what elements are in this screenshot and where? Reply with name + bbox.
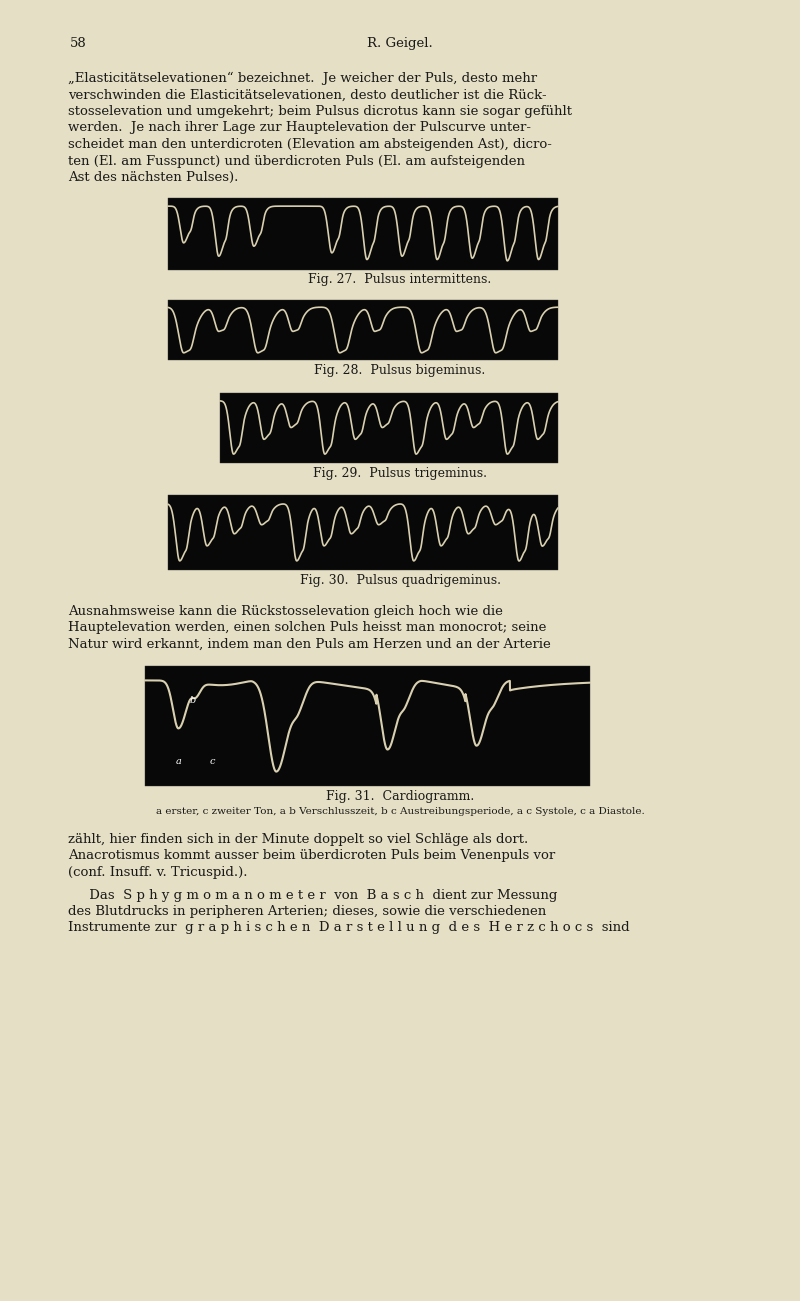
Text: b: b [190,696,196,705]
Text: ten (El. am Fusspunct) und überdicroten Puls (El. am aufsteigenden: ten (El. am Fusspunct) und überdicroten … [68,155,525,168]
Text: a: a [175,757,181,766]
Text: werden.  Je nach ihrer Lage zur Hauptelevation der Pulscurve unter-: werden. Je nach ihrer Lage zur Hauptelev… [68,121,531,134]
Text: Hauptelevation werden, einen solchen Puls heisst man monocrot; seine: Hauptelevation werden, einen solchen Pul… [68,621,546,634]
Text: scheidet man den unterdicroten (Elevation am absteigenden Ast), dicro-: scheidet man den unterdicroten (Elevatio… [68,138,552,151]
Bar [168,198,558,269]
Text: des Blutdrucks in peripheren Arterien; dieses, sowie die verschiedenen: des Blutdrucks in peripheren Arterien; d… [68,905,546,919]
Text: stosselevation und umgekehrt; beim Pulsus dicrotus kann sie sogar gefühlt: stosselevation und umgekehrt; beim Pulsu… [68,105,572,118]
Text: Fig. 31.  Cardiogramm.: Fig. 31. Cardiogramm. [326,790,474,803]
Text: Fig. 27.  Pulsus intermittens.: Fig. 27. Pulsus intermittens. [308,273,492,286]
Text: Fig. 29.  Pulsus trigeminus.: Fig. 29. Pulsus trigeminus. [313,467,487,480]
Bar [168,494,558,570]
Text: verschwinden die Elasticitätselevationen, desto deutlicher ist die Rück-: verschwinden die Elasticitätselevationen… [68,88,546,101]
Text: Das  S p h y g m o m a n o m e t e r  von  B a s c h  dient zur Messung: Das S p h y g m o m a n o m e t e r von … [68,889,558,902]
Text: „Elasticitätselevationen“ bezeichnet.  Je weicher der Puls, desto mehr: „Elasticitätselevationen“ bezeichnet. Je… [68,72,537,86]
Text: Anacrotismus kommt ausser beim überdicroten Puls beim Venenpuls vor: Anacrotismus kommt ausser beim überdicro… [68,850,555,863]
Bar [145,666,590,786]
Text: zählt, hier finden sich in der Minute doppelt so viel Schläge als dort.: zählt, hier finden sich in der Minute do… [68,833,528,846]
Text: Instrumente zur  g r a p h i s c h e n  D a r s t e l l u n g  d e s  H e r z c : Instrumente zur g r a p h i s c h e n D … [68,921,630,934]
Bar [168,301,558,360]
Text: R. Geigel.: R. Geigel. [367,36,433,49]
Text: Fig. 30.  Pulsus quadrigeminus.: Fig. 30. Pulsus quadrigeminus. [299,574,501,587]
Text: Ausnahmsweise kann die Rückstosselevation gleich hoch wie die: Ausnahmsweise kann die Rückstosselevatio… [68,605,503,618]
Bar [220,393,558,462]
Text: (conf. Insuff. v. Tricuspid.).: (conf. Insuff. v. Tricuspid.). [68,866,247,879]
Text: 58: 58 [70,36,86,49]
Text: Natur wird erkannt, indem man den Puls am Herzen und an der Arterie: Natur wird erkannt, indem man den Puls a… [68,637,550,650]
Text: a erster, c zweiter Ton, a b Verschlusszeit, b c Austreibungsperiode, a c Systol: a erster, c zweiter Ton, a b Verschlussz… [156,807,644,816]
Text: Fig. 28.  Pulsus bigeminus.: Fig. 28. Pulsus bigeminus. [314,364,486,377]
Text: Ast des nächsten Pulses).: Ast des nächsten Pulses). [68,170,238,183]
Text: c: c [210,757,215,766]
